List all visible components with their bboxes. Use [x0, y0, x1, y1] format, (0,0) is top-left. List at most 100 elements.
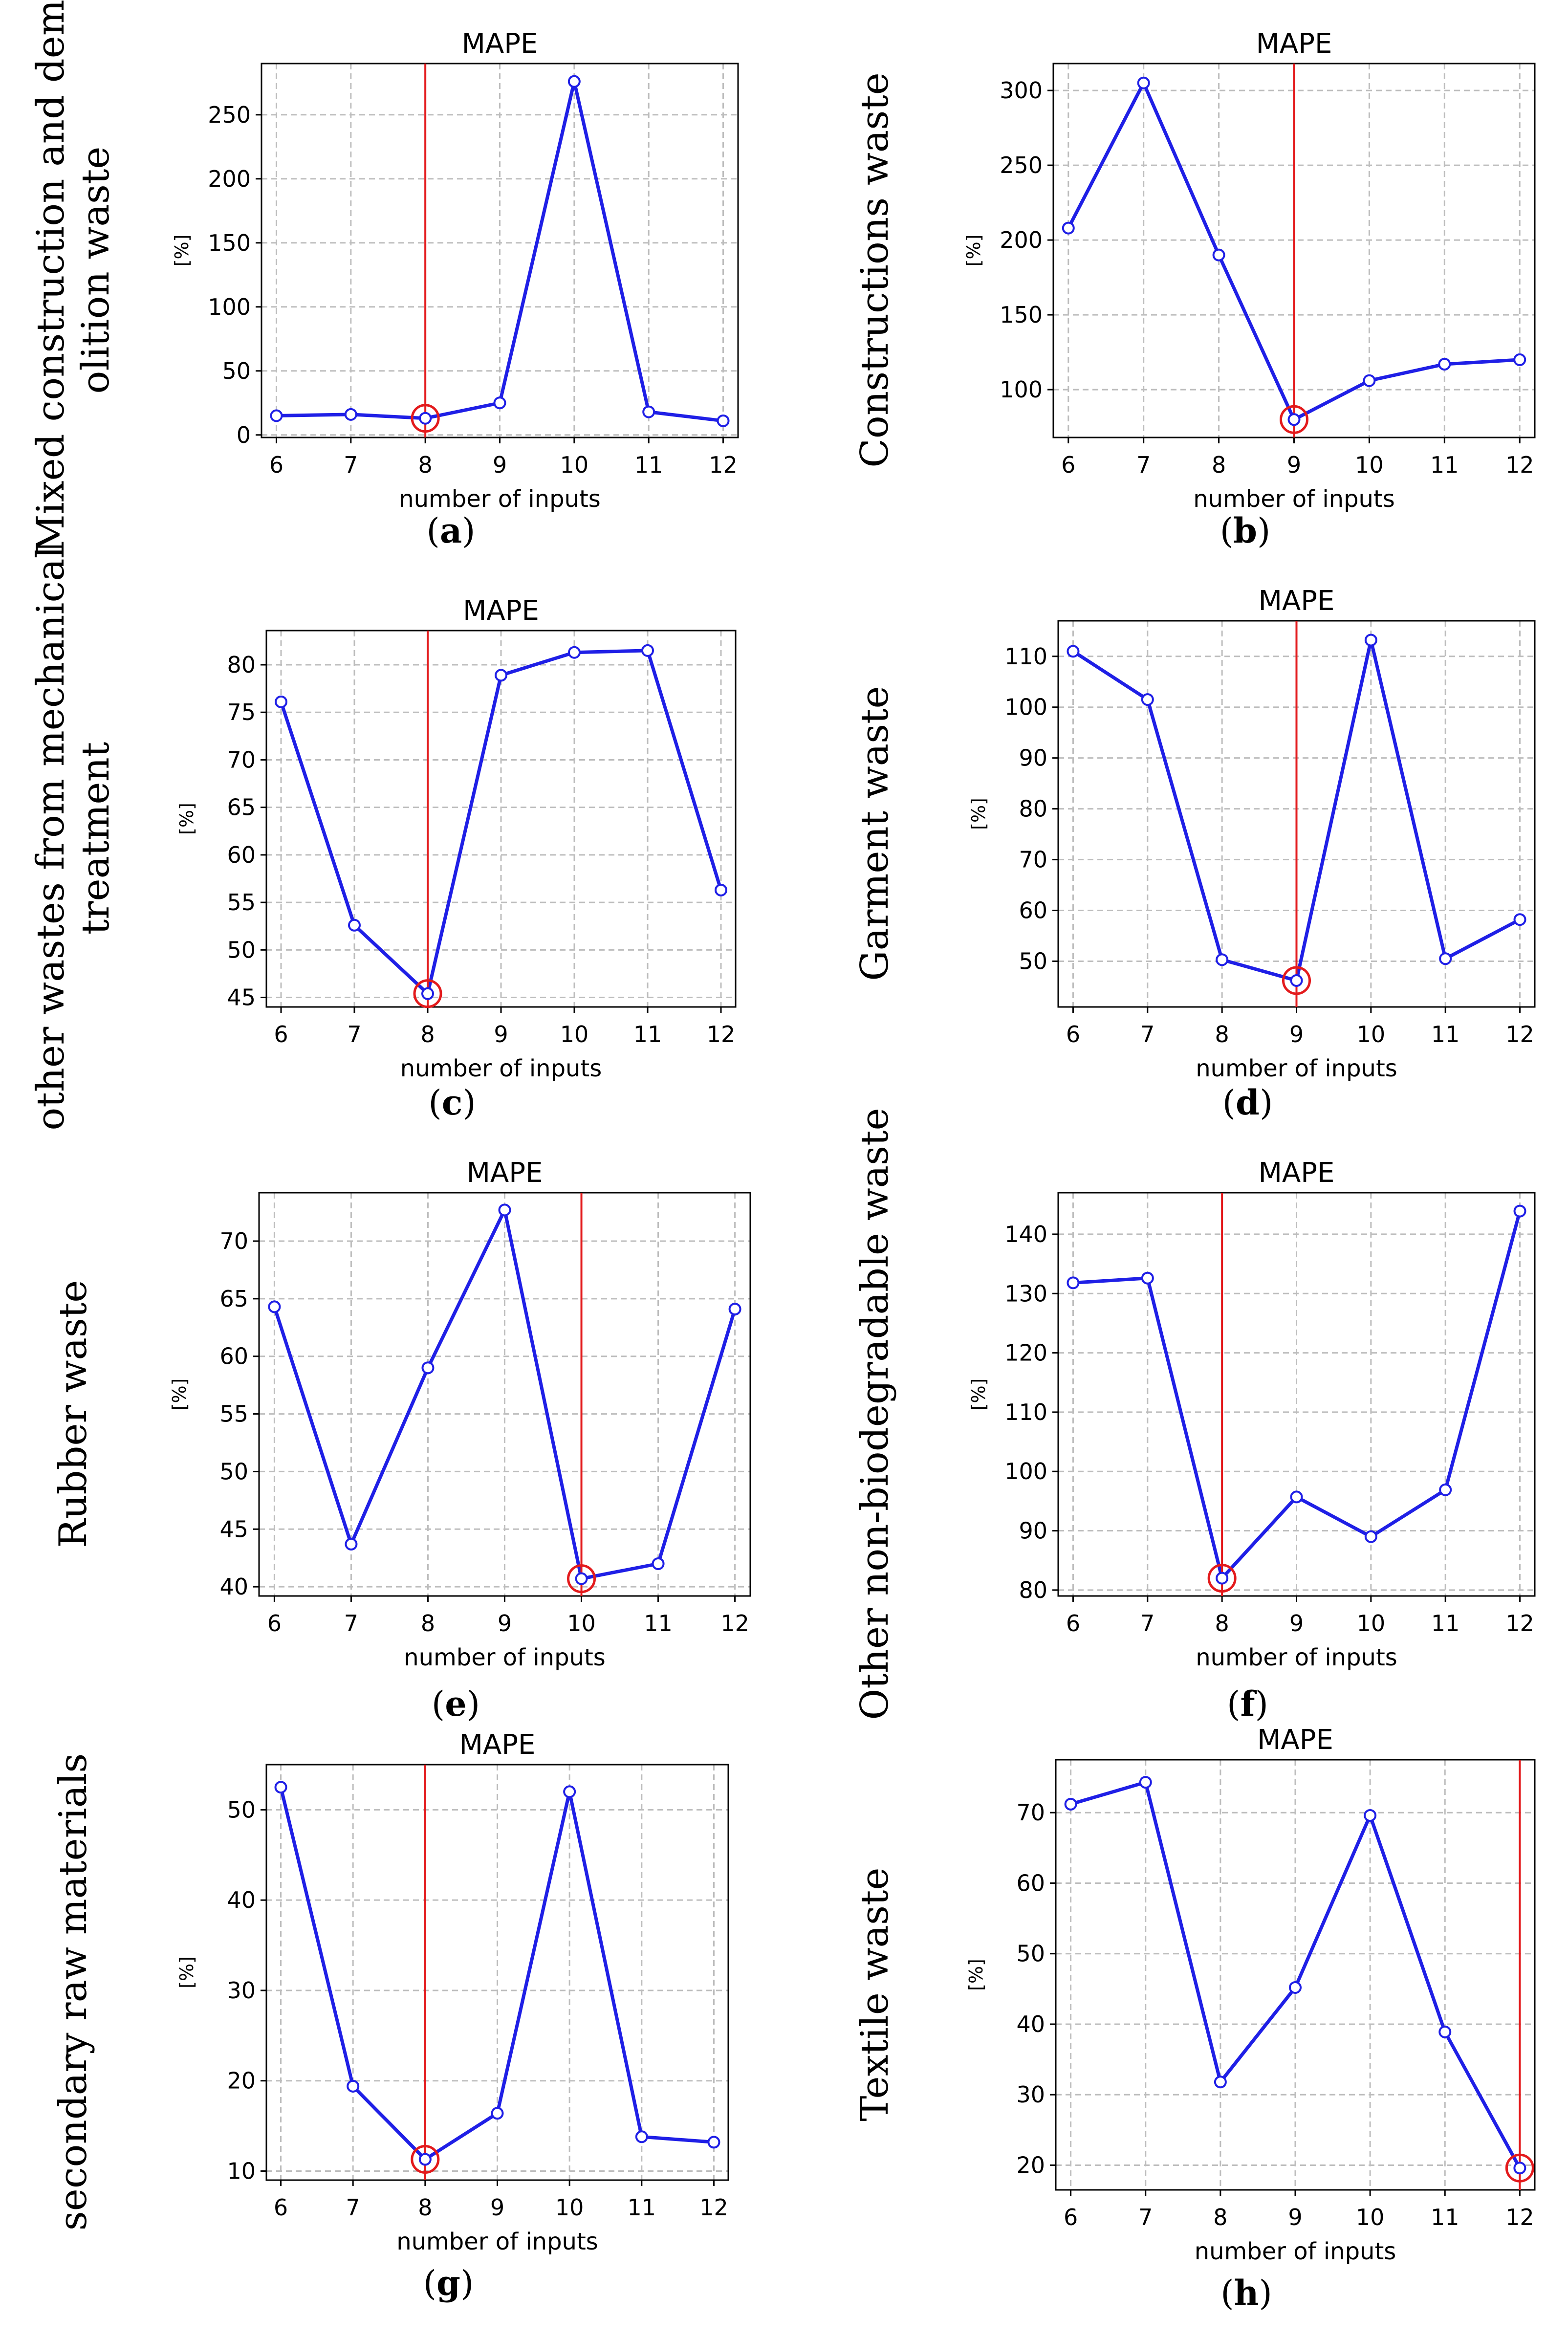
panel-paren-open: ( [427, 511, 440, 551]
data-point [652, 1557, 665, 1570]
panel-letter: (d) [1222, 1082, 1273, 1123]
x-tick-label: 6 [267, 1610, 282, 1637]
y-axis-label: [%] [176, 1956, 197, 1988]
y-tick-label: 60 [1019, 897, 1047, 924]
x-tick-label: 8 [1213, 2204, 1227, 2230]
panel-letter-char: b [1233, 510, 1257, 551]
chart-panel-d: 6 7 8 9 10 11 12 50 60 70 80 90 100 110 MAPE number of … [853, 585, 1536, 1123]
data-point [421, 987, 434, 1000]
data-point [421, 1361, 435, 1375]
y-tick-label: 250 [208, 102, 251, 128]
x-tick-label: 11 [1431, 1021, 1460, 1048]
row-label: Rubber waste [51, 1280, 95, 1548]
y-tick-label: 100 [1004, 694, 1047, 721]
y-tick-label: 65 [219, 1286, 248, 1312]
chart-panel-c: 6 7 8 9 10 11 12 45 50 55 60 65 70 75 80 MAPE number of … [29, 546, 737, 1131]
x-tick-label: 9 [494, 1021, 508, 1048]
chart-title: MAPE [1257, 1724, 1333, 1756]
x-tick-label: 6 [1066, 1021, 1080, 1048]
x-tick-label: 11 [1431, 2204, 1459, 2230]
row-label-line: Textile waste [853, 1867, 897, 2121]
data-point [1439, 1483, 1452, 1496]
data-point [1216, 1572, 1229, 1585]
y-tick-label: 70 [1019, 847, 1047, 873]
data-point [1438, 358, 1451, 371]
x-tick-label: 6 [1064, 2204, 1078, 2230]
y-tick-label: 250 [1000, 152, 1043, 178]
x-tick-label: 11 [1430, 452, 1459, 478]
y-tick-label: 200 [208, 166, 251, 192]
x-tick-label: 10 [555, 2194, 584, 2221]
data-point [418, 2153, 432, 2166]
data-point [1214, 2076, 1227, 2089]
x-tick-label: 6 [269, 452, 283, 478]
x-tick-label: 9 [498, 1610, 512, 1637]
x-tick-label: 10 [560, 1021, 589, 1048]
y-axis-label: [%] [176, 803, 197, 835]
y-tick-label: 150 [1000, 302, 1043, 328]
x-tick-label: 10 [560, 452, 589, 478]
y-tick-label: 30 [1016, 2081, 1045, 2108]
x-tick-label: 8 [418, 452, 433, 478]
x-tick-label: 10 [567, 1610, 596, 1637]
y-tick-label: 40 [1016, 2011, 1045, 2037]
y-tick-label: 75 [227, 699, 256, 725]
data-point [498, 1203, 511, 1217]
y-tick-label: 70 [227, 746, 256, 773]
y-tick-label: 50 [1016, 1941, 1045, 1967]
panel-letter: (a) [427, 510, 476, 551]
y-tick-label: 120 [1004, 1340, 1047, 1366]
y-axis-label: [%] [968, 798, 989, 830]
panel-letter: (b) [1220, 510, 1271, 551]
data-point [495, 669, 507, 682]
row-label: Constructions waste [853, 72, 897, 468]
panel-letter: (e) [432, 1683, 480, 1724]
data-point [707, 2136, 720, 2149]
x-tick-label: 11 [633, 1021, 662, 1048]
chart-panel-a: 6 7 8 9 10 11 12 0 50 100 150 200 250 MAPE number of i… [29, 0, 739, 553]
data-point [563, 1785, 576, 1798]
data-point [1141, 1271, 1154, 1285]
y-tick-label: 55 [227, 889, 256, 916]
data-point [268, 1300, 281, 1313]
y-tick-label: 70 [1016, 1799, 1045, 1826]
data-point [493, 396, 506, 410]
data-point [1513, 913, 1526, 926]
x-tick-label: 12 [1505, 452, 1534, 478]
y-axis-label: [%] [965, 1959, 987, 1991]
row-label: Other non-biodegradable waste [853, 1108, 897, 1720]
panel-paren-close: ) [462, 1083, 476, 1123]
x-tick-label: 10 [1356, 2204, 1385, 2230]
x-tick-label: 6 [1066, 1610, 1080, 1637]
panel-paren-close: ) [467, 1684, 480, 1724]
panel-letter: (c) [428, 1082, 476, 1123]
y-tick-label: 50 [227, 1796, 256, 1823]
x-tick-label: 11 [634, 452, 663, 478]
data-point [1290, 974, 1303, 987]
y-tick-label: 90 [1019, 1518, 1047, 1544]
x-axis-label: number of inputs [1193, 485, 1395, 513]
data-point [728, 1303, 741, 1316]
y-tick-label: 100 [1004, 1458, 1047, 1485]
y-tick-label: 60 [227, 842, 256, 868]
panel-paren-open: ( [1220, 2273, 1234, 2313]
y-tick-label: 50 [219, 1458, 248, 1485]
y-tick-label: 100 [1000, 376, 1043, 403]
y-tick-label: 70 [219, 1228, 248, 1254]
panel-paren-close: ) [1257, 511, 1270, 551]
y-tick-label: 80 [227, 652, 256, 678]
x-tick-label: 11 [1431, 1610, 1460, 1637]
data-point [275, 695, 287, 708]
data-point [1067, 645, 1080, 658]
panel-letter-char: g [436, 2263, 460, 2303]
x-tick-label: 12 [1505, 1021, 1534, 1048]
data-point [348, 918, 361, 932]
y-tick-label: 65 [227, 794, 256, 821]
x-tick-label: 10 [1357, 1021, 1386, 1048]
chart-title: MAPE [459, 1729, 536, 1761]
y-tick-label: 110 [1004, 1399, 1047, 1425]
selected-point-marker [1280, 405, 1308, 434]
data-point [347, 2079, 360, 2093]
